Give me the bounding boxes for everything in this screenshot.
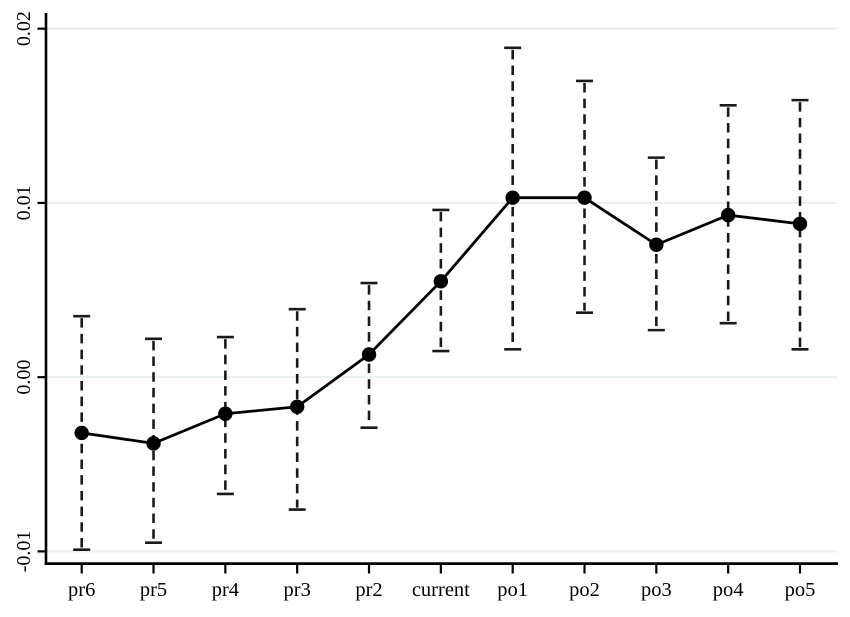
x-tick-label: po3 bbox=[641, 579, 672, 601]
data-point bbox=[146, 436, 161, 451]
x-tick-label: po2 bbox=[569, 579, 600, 601]
x-tick-label: pr2 bbox=[355, 579, 382, 601]
x-tick-label: po1 bbox=[497, 579, 528, 601]
data-point bbox=[289, 399, 305, 414]
x-tick-label: po4 bbox=[713, 579, 744, 601]
data-point bbox=[361, 347, 377, 362]
x-tick-label: pr4 bbox=[212, 579, 239, 601]
data-point bbox=[218, 406, 233, 421]
data-point bbox=[720, 207, 736, 223]
data-point bbox=[74, 425, 89, 441]
data-point bbox=[505, 190, 520, 205]
data-point bbox=[649, 237, 664, 252]
data-point bbox=[792, 216, 808, 232]
data-point bbox=[433, 274, 449, 289]
y-tick-label: 0.01 bbox=[13, 185, 35, 220]
y-tick-label: 0.00 bbox=[13, 360, 35, 395]
y-tick-label: 0.02 bbox=[13, 11, 35, 46]
x-tick-label: current bbox=[412, 579, 470, 601]
y-tick-label: -0.01 bbox=[13, 531, 35, 573]
x-tick-label: pr6 bbox=[68, 579, 95, 601]
x-tick-label: po5 bbox=[785, 579, 816, 601]
data-point bbox=[577, 190, 592, 205]
x-tick-label: pr5 bbox=[140, 579, 167, 601]
x-tick-label: pr3 bbox=[284, 579, 311, 601]
